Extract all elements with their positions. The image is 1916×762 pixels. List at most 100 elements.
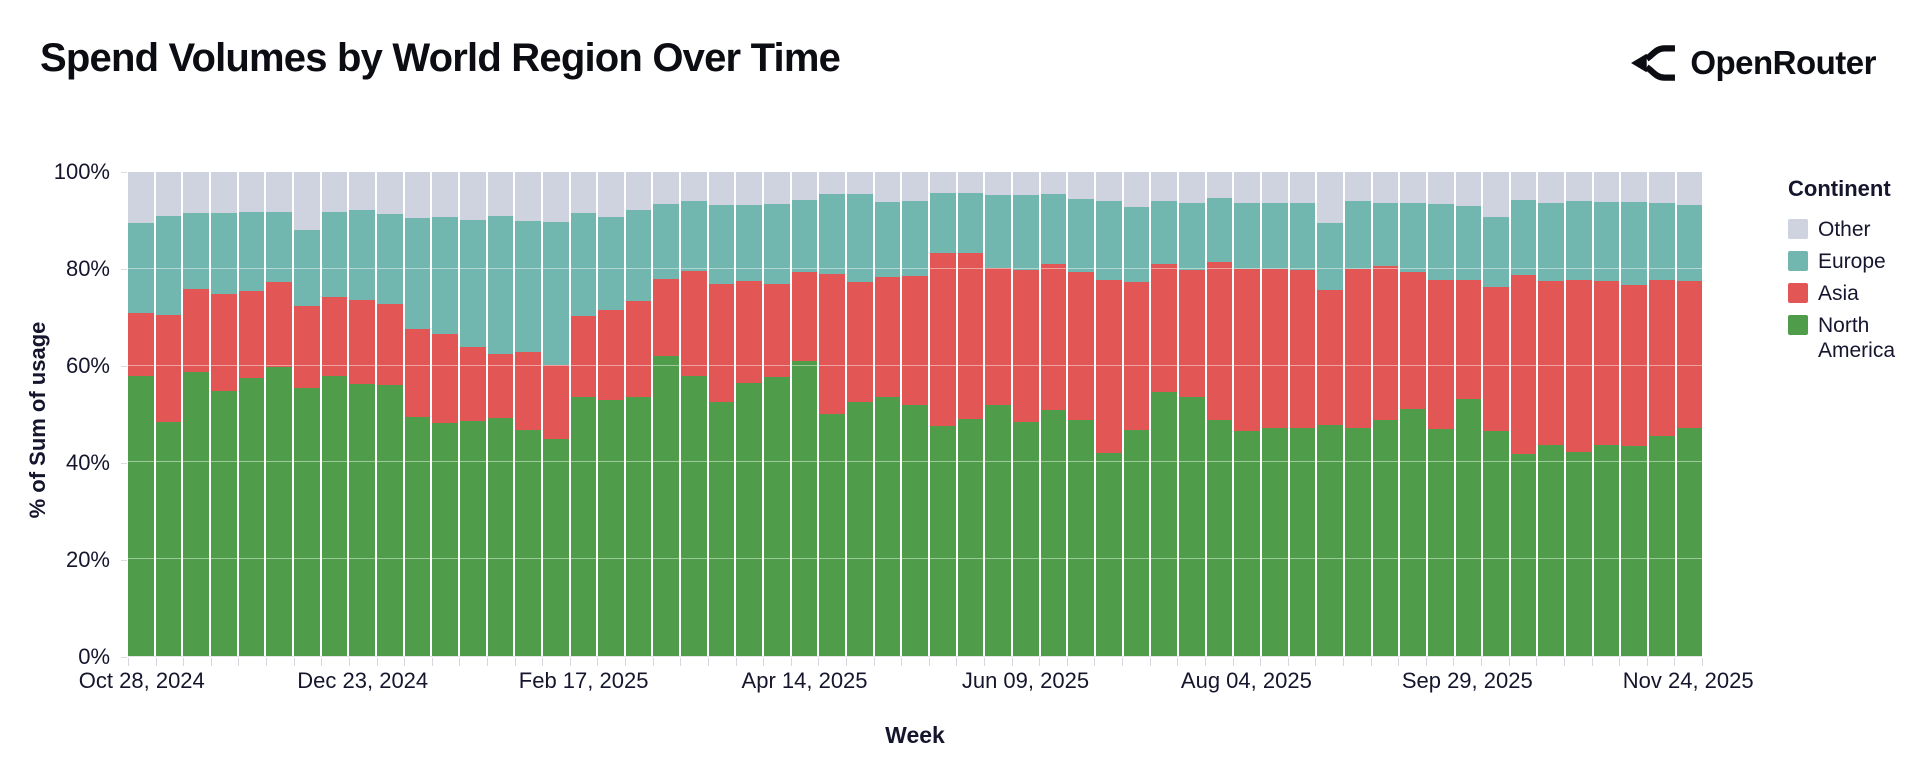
bar-segment-other[interactable] xyxy=(985,172,1011,196)
bar-segment-asia[interactable] xyxy=(515,352,541,430)
bar[interactable] xyxy=(1400,172,1426,656)
bar-segment-europe[interactable] xyxy=(1510,199,1537,275)
bar-segment-other[interactable] xyxy=(266,172,292,212)
bar-segment-other[interactable] xyxy=(1013,172,1039,196)
bar-segment-asia[interactable] xyxy=(1372,266,1399,420)
bar-segment-europe[interactable] xyxy=(1344,201,1371,269)
bar-segment-other[interactable] xyxy=(874,172,901,202)
bar[interactable] xyxy=(764,172,790,656)
bar-segment-asia[interactable] xyxy=(708,284,735,403)
bar-segment-asia[interactable] xyxy=(874,277,901,397)
bar-segment-asia[interactable] xyxy=(1400,272,1426,410)
bar-segment-other[interactable] xyxy=(128,172,154,224)
bar-segment-asia[interactable] xyxy=(1123,282,1150,430)
bar-segment-asia[interactable] xyxy=(1095,279,1122,454)
bar-segment-north-america[interactable] xyxy=(1095,453,1122,656)
bar-segment-europe[interactable] xyxy=(930,192,956,254)
bar[interactable] xyxy=(1040,172,1067,656)
bar-segment-asia[interactable] xyxy=(1538,281,1565,445)
bar-segment-asia[interactable] xyxy=(459,346,486,421)
bar-segment-asia[interactable] xyxy=(266,281,292,368)
bar[interactable] xyxy=(791,172,818,656)
bar-segment-north-america[interactable] xyxy=(1372,419,1399,656)
bar-segment-europe[interactable] xyxy=(653,204,680,279)
bar-segment-europe[interactable] xyxy=(874,202,901,278)
bar[interactable] xyxy=(625,172,652,656)
bar-segment-asia[interactable] xyxy=(1483,287,1509,432)
bar-segment-north-america[interactable] xyxy=(293,388,320,656)
bar-segment-europe[interactable] xyxy=(376,214,403,305)
bar-segment-europe[interactable] xyxy=(902,201,929,276)
bar-segment-other[interactable] xyxy=(459,172,486,221)
bar[interactable] xyxy=(874,172,901,656)
bar[interactable] xyxy=(183,172,209,656)
bar-segment-north-america[interactable] xyxy=(1676,427,1703,656)
bar-segment-asia[interactable] xyxy=(1151,264,1177,393)
bar-segment-other[interactable] xyxy=(349,172,375,210)
bar-segment-europe[interactable] xyxy=(1289,202,1316,271)
bar-segment-europe[interactable] xyxy=(1649,202,1675,280)
bar-segment-europe[interactable] xyxy=(542,221,569,365)
bar-segment-north-america[interactable] xyxy=(819,413,846,656)
bar-segment-europe[interactable] xyxy=(238,211,265,291)
bar-segment-other[interactable] xyxy=(1566,172,1592,202)
bar-segment-europe[interactable] xyxy=(1040,194,1067,265)
bar-segment-asia[interactable] xyxy=(598,310,624,401)
bar-segment-europe[interactable] xyxy=(1455,206,1482,281)
bar-segment-asia[interactable] xyxy=(349,300,375,385)
bar-segment-other[interactable] xyxy=(376,172,403,215)
bar-segment-north-america[interactable] xyxy=(1510,454,1537,656)
bar-segment-north-america[interactable] xyxy=(1317,424,1343,656)
bar[interactable] xyxy=(321,172,348,656)
bar[interactable] xyxy=(957,172,984,656)
bar-segment-other[interactable] xyxy=(1095,172,1122,201)
bar-segment-asia[interactable] xyxy=(1013,269,1039,423)
bar-segment-north-america[interactable] xyxy=(1427,428,1454,656)
bar-segment-north-america[interactable] xyxy=(653,356,680,656)
bar-segment-other[interactable] xyxy=(183,172,209,213)
bar-segment-asia[interactable] xyxy=(155,314,182,422)
bar-segment-north-america[interactable] xyxy=(902,404,929,656)
bar-segment-other[interactable] xyxy=(570,172,597,214)
bar-segment-other[interactable] xyxy=(1372,172,1399,203)
bar-segment-other[interactable] xyxy=(791,172,818,200)
bar-segment-other[interactable] xyxy=(847,172,873,195)
bar[interactable] xyxy=(653,172,680,656)
bar-segment-europe[interactable] xyxy=(598,216,624,311)
bar-segment-europe[interactable] xyxy=(1566,201,1592,280)
bar[interactable] xyxy=(847,172,873,656)
bar-segment-other[interactable] xyxy=(542,172,569,222)
bar-segment-other[interactable] xyxy=(1178,172,1205,203)
bar-segment-asia[interactable] xyxy=(238,290,265,378)
bar-segment-other[interactable] xyxy=(1261,172,1288,203)
bar-segment-europe[interactable] xyxy=(1234,202,1260,269)
bar-segment-north-america[interactable] xyxy=(1040,410,1067,656)
bar-segment-europe[interactable] xyxy=(957,192,984,254)
bar[interactable] xyxy=(1013,172,1039,656)
bar-segment-europe[interactable] xyxy=(266,211,292,282)
bar-segment-north-america[interactable] xyxy=(542,439,569,656)
bar-segment-asia[interactable] xyxy=(1649,279,1675,436)
bar[interactable] xyxy=(349,172,375,656)
bar-segment-europe[interactable] xyxy=(1317,223,1343,290)
bar-segment-europe[interactable] xyxy=(432,217,458,334)
bar-segment-other[interactable] xyxy=(1234,172,1260,203)
bar[interactable] xyxy=(404,172,431,656)
bar[interactable] xyxy=(708,172,735,656)
bar-segment-asia[interactable] xyxy=(542,364,569,440)
bar-segment-asia[interactable] xyxy=(764,283,790,377)
bar-segment-europe[interactable] xyxy=(847,194,873,283)
bar[interactable] xyxy=(1344,172,1371,656)
bar-segment-north-america[interactable] xyxy=(957,418,984,656)
bar-segment-other[interactable] xyxy=(293,172,320,231)
bar-segment-europe[interactable] xyxy=(1676,205,1703,282)
bar-segment-other[interactable] xyxy=(1427,172,1454,205)
bar-segment-asia[interactable] xyxy=(1234,268,1260,432)
legend-item-asia[interactable]: Asia xyxy=(1788,282,1914,306)
bar-segment-other[interactable] xyxy=(1123,172,1150,207)
bar-segment-other[interactable] xyxy=(1510,172,1537,200)
bar[interactable] xyxy=(1455,172,1482,656)
bar-segment-asia[interactable] xyxy=(1040,264,1067,411)
bar-segment-asia[interactable] xyxy=(487,354,514,418)
bar-segment-north-america[interactable] xyxy=(238,377,265,656)
